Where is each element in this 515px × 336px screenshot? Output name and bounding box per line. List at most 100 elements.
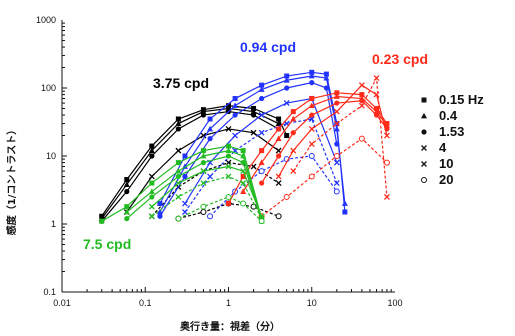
data-point [124,177,130,183]
data-point [250,129,257,136]
data-point [148,203,155,210]
data-point [226,143,231,149]
data-point [225,193,232,200]
x-tick-label: 100 [387,298,402,308]
data-point [240,152,247,159]
x-tick-label: 0.1 [139,298,152,308]
data-point [175,160,181,166]
data-point [334,90,340,96]
data-point [200,112,207,118]
data-point [182,209,188,215]
data-point [232,96,238,102]
series-line [292,75,388,197]
data-point [175,193,182,200]
data-point [182,153,188,159]
data-point [333,93,340,99]
data-point [259,95,265,102]
data-point [207,213,214,220]
data-point [309,112,315,118]
data-point [207,173,213,180]
data-point [149,153,155,159]
data-point [358,135,365,142]
y-tick-label: 100 [41,83,56,93]
data-point [207,125,214,132]
data-point [308,153,315,159]
data-point [284,85,290,91]
x-tick-label: 0.01 [53,298,71,308]
y-tick-label: 1 [51,219,56,229]
data-point [225,125,232,132]
data-point [123,181,130,187]
data-point [225,153,232,159]
data-point [200,209,207,216]
series-8 [157,80,340,219]
series-line [151,175,263,219]
legend-marker [421,145,427,151]
data-point [182,173,188,180]
legend-label: 10 [439,156,453,171]
data-point [250,203,257,210]
data-point [157,201,163,207]
data-point [308,173,315,180]
data-point [124,188,130,195]
legend-label: 20 [439,172,453,187]
legend-marker [421,129,427,135]
data-point [259,180,265,186]
data-point [225,163,232,170]
data-point [175,120,182,126]
series-line [178,196,263,222]
data-point [225,173,232,180]
y-axis-label: 感度（1/コントラスト） [5,125,18,235]
data-point [232,132,239,139]
data-point [308,141,315,147]
legend-label: 0.15 Hz [439,92,484,107]
x-tick-label: 10 [307,298,317,308]
series-23 [175,193,265,225]
annotation-7-5-cpd: 7.5 cpd [83,236,131,252]
data-point [175,126,181,132]
data-point [383,132,390,139]
data-point [359,92,365,98]
data-point [323,71,329,77]
data-point [341,200,348,206]
data-point [283,193,290,200]
data-point [258,159,265,165]
data-point [258,86,265,92]
data-point [148,147,155,154]
data-point [290,147,297,154]
series-line [261,137,388,217]
data-point [149,143,155,149]
series-line [159,75,346,213]
data-point [258,218,265,225]
data-point [275,180,282,187]
data-point [240,173,246,179]
data-point [373,75,380,82]
data-point [323,85,330,91]
data-point [275,135,282,142]
data-point [276,116,282,122]
data-point [333,108,340,115]
y-tick-label: 1000 [36,15,56,25]
data-point [373,112,380,118]
data-point [333,125,340,132]
data-point [175,215,182,222]
data-point [258,129,265,136]
data-point [148,213,155,220]
annotation-0-94-cpd: 0.94 cpd [240,39,296,55]
series-17 [258,135,390,220]
data-point [124,204,130,210]
data-point [240,200,247,207]
x-axis-label: 奥行き量：視差（分） [180,320,280,333]
data-point [148,188,155,194]
data-point [175,116,181,122]
data-point [308,125,315,132]
data-point [200,108,207,114]
data-point [290,168,297,175]
data-point [358,102,365,109]
series-line [101,107,279,219]
series-line [227,92,388,204]
data-point [276,126,282,132]
data-point [259,148,265,154]
